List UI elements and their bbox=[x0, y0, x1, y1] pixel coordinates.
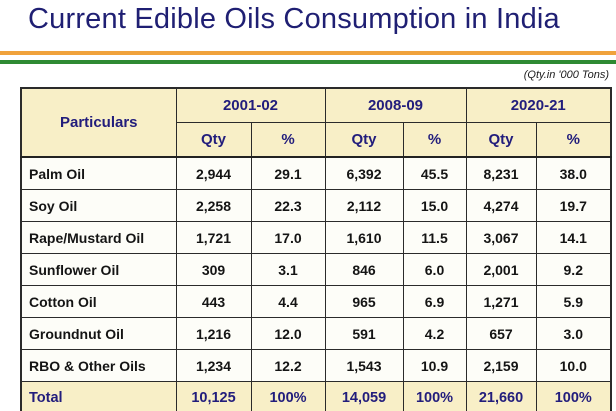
total-cell: 10,125 bbox=[175, 381, 252, 411]
table-cell: 45.5 bbox=[402, 156, 467, 190]
table-cell: 1,721 bbox=[175, 221, 252, 254]
table-cell: 6,392 bbox=[324, 156, 404, 190]
column-header-year-2020-21: 2020-21 bbox=[465, 87, 612, 123]
table-header-sub-row: Qty % Qty % Qty % bbox=[21, 122, 612, 158]
page-title: Current Edible Oils Consumption in India bbox=[28, 3, 560, 35]
row-label: Cotton Oil bbox=[20, 285, 177, 318]
column-header-pct-2020-21: % bbox=[535, 122, 612, 158]
total-cell: 21,660 bbox=[465, 381, 537, 411]
table-cell: 4.2 bbox=[402, 317, 467, 350]
table-cell: 309 bbox=[175, 253, 252, 286]
table-cell: 3.0 bbox=[535, 317, 612, 350]
table-cell: 2,944 bbox=[175, 156, 252, 190]
table-cell: 22.3 bbox=[250, 189, 326, 222]
table-row: RBO & Other Oils 1,234 12.2 1,543 10.9 2… bbox=[20, 349, 612, 382]
row-label: Rape/Mustard Oil bbox=[20, 221, 177, 254]
table-cell: 10.9 bbox=[402, 349, 467, 382]
total-cell: 100% bbox=[250, 381, 326, 411]
column-header-year-2001-02: 2001-02 bbox=[175, 87, 326, 123]
table-cell: 3.1 bbox=[250, 253, 326, 286]
table-total-row: Total 10,125 100% 14,059 100% 21,660 100… bbox=[20, 381, 612, 411]
table-cell: 591 bbox=[324, 317, 404, 350]
column-header-qty-2001-02: Qty bbox=[175, 122, 252, 158]
table-cell: 1,234 bbox=[175, 349, 252, 382]
table-cell: 12.2 bbox=[250, 349, 326, 382]
table-row: Cotton Oil 443 4.4 965 6.9 1,271 5.9 bbox=[20, 285, 612, 318]
table-cell: 846 bbox=[324, 253, 404, 286]
table-cell: 2,001 bbox=[465, 253, 537, 286]
column-header-pct-2008-09: % bbox=[402, 122, 467, 158]
table-cell: 2,159 bbox=[465, 349, 537, 382]
total-cell: 100% bbox=[402, 381, 467, 411]
table-cell: 965 bbox=[324, 285, 404, 318]
table-cell: 443 bbox=[175, 285, 252, 318]
row-label: RBO & Other Oils bbox=[20, 349, 177, 382]
table-cell: 1,543 bbox=[324, 349, 404, 382]
column-header-year-2008-09: 2008-09 bbox=[324, 87, 467, 123]
table-cell: 15.0 bbox=[402, 189, 467, 222]
table-row: Groundnut Oil 1,216 12.0 591 4.2 657 3.0 bbox=[20, 317, 612, 350]
table-cell: 1,610 bbox=[324, 221, 404, 254]
table-cell: 9.2 bbox=[535, 253, 612, 286]
table-cell: 12.0 bbox=[250, 317, 326, 350]
table-row: Soy Oil 2,258 22.3 2,112 15.0 4,274 19.7 bbox=[20, 189, 612, 222]
table-cell: 38.0 bbox=[535, 156, 612, 190]
row-label: Palm Oil bbox=[20, 156, 177, 190]
table-cell: 6.0 bbox=[402, 253, 467, 286]
row-label: Soy Oil bbox=[20, 189, 177, 222]
row-label: Groundnut Oil bbox=[20, 317, 177, 350]
table-cell: 10.0 bbox=[535, 349, 612, 382]
table-cell: 1,216 bbox=[175, 317, 252, 350]
table-cell: 2,258 bbox=[175, 189, 252, 222]
column-header-qty-2008-09: Qty bbox=[324, 122, 404, 158]
table-cell: 11.5 bbox=[402, 221, 467, 254]
table-cell: 657 bbox=[465, 317, 537, 350]
table-cell: 8,231 bbox=[465, 156, 537, 190]
column-header-particulars: Particulars bbox=[20, 87, 177, 158]
table-cell: 1,271 bbox=[465, 285, 537, 318]
total-cell: 14,059 bbox=[324, 381, 404, 411]
table-cell: 3,067 bbox=[465, 221, 537, 254]
total-cell: 100% bbox=[535, 381, 612, 411]
row-label: Sunflower Oil bbox=[20, 253, 177, 286]
table-cell: 19.7 bbox=[535, 189, 612, 222]
divider-saffron-bar bbox=[0, 51, 616, 55]
table-cell: 6.9 bbox=[402, 285, 467, 318]
table-row: Rape/Mustard Oil 1,721 17.0 1,610 11.5 3… bbox=[20, 221, 612, 254]
table-cell: 14.1 bbox=[535, 221, 612, 254]
table-cell: 2,112 bbox=[324, 189, 404, 222]
unit-caption: (Qty.in '000 Tons) bbox=[523, 69, 609, 81]
table-cell: 4,274 bbox=[465, 189, 537, 222]
edible-oils-consumption-table: Particulars 2001-02 2008-09 2020-21 Qty … bbox=[20, 87, 612, 411]
column-header-pct-2001-02: % bbox=[250, 122, 326, 158]
table-row: Sunflower Oil 309 3.1 846 6.0 2,001 9.2 bbox=[20, 253, 612, 286]
table-cell: 5.9 bbox=[535, 285, 612, 318]
total-row-label: Total bbox=[20, 381, 177, 411]
table-header-year-row: Particulars 2001-02 2008-09 2020-21 bbox=[20, 87, 612, 158]
column-header-qty-2020-21: Qty bbox=[465, 122, 537, 158]
divider-green-bar bbox=[0, 60, 616, 64]
table-cell: 17.0 bbox=[250, 221, 326, 254]
table-cell: 29.1 bbox=[250, 156, 326, 190]
table-cell: 4.4 bbox=[250, 285, 326, 318]
table-row: Palm Oil 2,944 29.1 6,392 45.5 8,231 38.… bbox=[20, 156, 612, 190]
